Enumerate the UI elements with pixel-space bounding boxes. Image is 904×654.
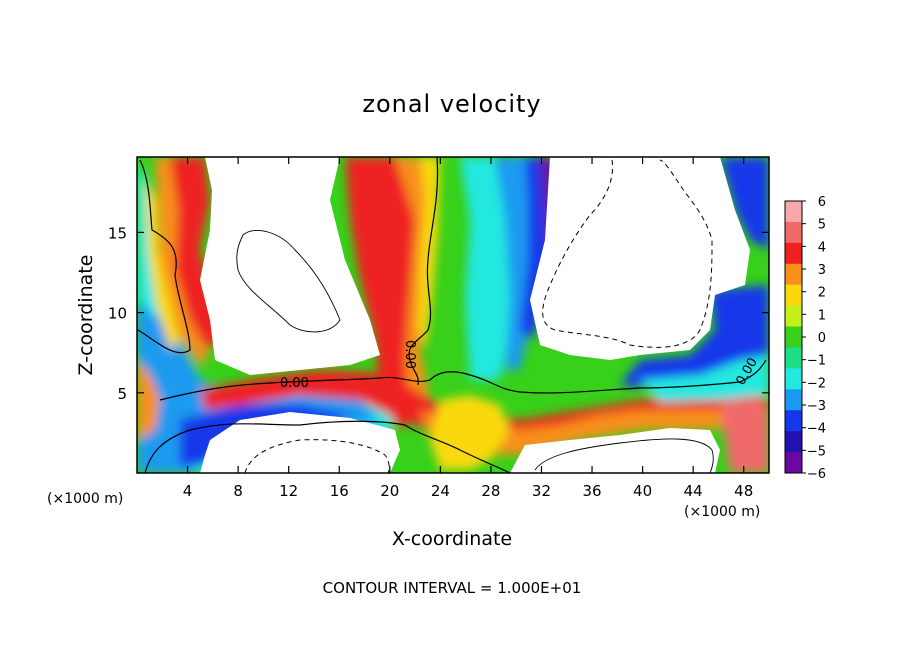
x-tick-label: 24 [431,482,450,500]
region-left-yellow [145,180,180,350]
x-tick-label: 32 [532,482,551,500]
x-tick-label: 48 [734,482,753,500]
colorbar-label: −1 [807,354,826,369]
region-bottomright-red [720,395,769,473]
y-axis-ticks: 5 10 15 [108,224,769,403]
colorbar-label: −6 [807,467,826,482]
y-axis-label: Z-coordinate [75,255,97,376]
y-tick-label: 5 [117,385,127,403]
contour-thin-bottomright [534,438,714,473]
contour-dashed-right [542,159,713,348]
contour-zero-bottom [144,420,511,473]
colorbar-swatch [785,221,802,244]
region-topright-blue [720,157,769,250]
contour-label-center: 0.00 [402,340,417,369]
x-axis-ticks: 4 8 12 16 20 24 28 32 36 40 44 48 [183,157,753,500]
y-tick-label: 10 [108,305,127,323]
colorbar-label: −3 [807,399,826,414]
contour-interval-note: CONTOUR INTERVAL = 1.000E+01 [323,579,582,597]
x-tick-label: 12 [279,482,298,500]
region-bottom-orange-band [420,410,769,455]
colorbar-label: 5 [818,218,826,233]
x-unit-label-right: (×1000 m) [684,504,760,520]
colorbar-swatch [785,410,802,432]
contour-dashed-lines [244,159,713,473]
colorbar-label: 2 [818,286,826,301]
colorbar-label: 6 [818,195,826,210]
contour-zero-main [159,359,767,401]
x-tick-label: 8 [233,482,243,500]
x-axis-label: X-coordinate [392,528,512,550]
colorbar-swatch [785,284,802,307]
contour-zero-left [137,159,191,354]
x-tick-label: 28 [481,482,500,500]
region-bottom-yellow [430,395,510,470]
x-unit-label-left: (×1000 m) [47,491,123,507]
contour-zero-center [408,157,439,386]
chart-title: zonal velocity [362,90,541,118]
region-right-lower-cyan [640,355,769,402]
contour-lines [137,157,767,473]
contour-label-main: 0.00 [280,376,309,391]
colorbar-swatch [785,389,802,411]
region-bottom-red-band [200,370,769,440]
x-tick-label: 4 [183,482,193,500]
white-region-bottom-left [200,412,400,473]
colorbar-swatch [785,431,802,453]
colorbar-labels: 6 5 4 3 2 1 0 −1 −2 −3 −4 −5 −6 [802,195,826,482]
x-tick-label: 20 [380,482,399,500]
region-center-red [345,157,425,430]
white-region-left [200,157,380,375]
colorbar-label: −2 [807,376,826,391]
x-tick-label: 44 [684,482,703,500]
colorbar-swatch [785,263,802,286]
y-tick-label: 15 [108,224,127,242]
white-region-right [530,157,750,360]
colorbar-swatch [785,452,802,474]
region-center-orange [395,157,432,420]
colorbar-swatch [785,201,802,223]
x-tick-label: 36 [582,482,601,500]
colorbar-swatch [785,326,802,348]
contour-thin-left-island [236,229,341,333]
white-regions [200,157,750,473]
colorbar-label: −5 [807,444,826,459]
colorbar-swatch [785,368,802,390]
colorbar [784,200,803,474]
velocity-field [137,157,769,473]
contour-dashed-bottomleft [244,439,390,473]
colorbar-swatch [785,347,802,369]
colorbar-label: 3 [818,263,826,278]
colorbar-label: 0 [818,331,826,346]
colorbar-label: −4 [807,422,826,437]
colorbar-swatch [785,242,802,265]
region-left-orange-band [155,157,210,365]
colorbar-label: 1 [818,308,826,323]
x-tick-label: 16 [330,482,349,500]
x-tick-label: 40 [633,482,652,500]
region-bottomleft-orange [137,360,160,440]
colorbar-label: 4 [818,240,826,255]
plot-frame [136,156,770,474]
colorbar-swatch [785,305,802,328]
